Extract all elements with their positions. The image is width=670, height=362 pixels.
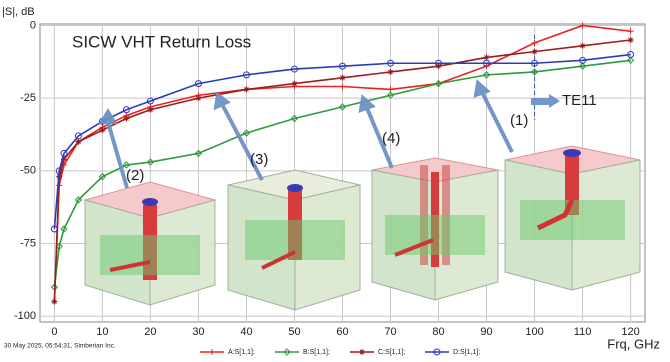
model-3 bbox=[228, 170, 360, 310]
annotation: (1) bbox=[510, 112, 528, 129]
model-4 bbox=[372, 158, 498, 300]
x-tick-label: 30 bbox=[192, 326, 204, 338]
model-2 bbox=[85, 182, 215, 305]
legend-label: A:S[1,1]; bbox=[228, 349, 255, 356]
legend-label: D:S[1,1]; bbox=[453, 349, 480, 356]
x-tick-label: 60 bbox=[336, 326, 348, 338]
x-tick-label: 20 bbox=[144, 326, 156, 338]
model-1 bbox=[505, 146, 640, 290]
x-tick-label: 100 bbox=[525, 326, 543, 338]
x-tick-label: 50 bbox=[288, 326, 300, 338]
x-tick-label: 90 bbox=[480, 326, 492, 338]
annotation: (4) bbox=[382, 130, 400, 147]
y-tick-label: -50 bbox=[20, 165, 36, 177]
chart-title: SICW VHT Return Loss bbox=[72, 32, 251, 51]
x-tick-label: 110 bbox=[574, 326, 592, 338]
legend-label: C:S[1,1]; bbox=[378, 349, 405, 356]
chart: 0-25-50-75-10001020304050607080901001101… bbox=[0, 0, 670, 362]
y-axis-label: |S|, dB bbox=[2, 6, 35, 18]
x-tick-label: 0 bbox=[51, 326, 57, 338]
legend-label: B:S[1,1]; bbox=[303, 349, 330, 356]
x-tick-label: 40 bbox=[240, 326, 252, 338]
x-axis-label: Frq, GHz bbox=[607, 336, 660, 351]
y-tick-label: 0 bbox=[30, 19, 36, 31]
y-tick-label: -25 bbox=[20, 92, 36, 104]
x-tick-label: 70 bbox=[384, 326, 396, 338]
footer: 30 May 2025, 05:54:31, Simberian Inc. bbox=[4, 343, 116, 350]
annotation: (2) bbox=[126, 167, 144, 184]
y-tick-label: -75 bbox=[20, 237, 36, 249]
annotation: TE11 bbox=[562, 92, 597, 109]
annotation: (3) bbox=[250, 151, 268, 168]
y-tick-label: -100 bbox=[14, 310, 36, 322]
x-tick-label: 80 bbox=[432, 326, 444, 338]
x-tick-label: 10 bbox=[96, 326, 108, 338]
